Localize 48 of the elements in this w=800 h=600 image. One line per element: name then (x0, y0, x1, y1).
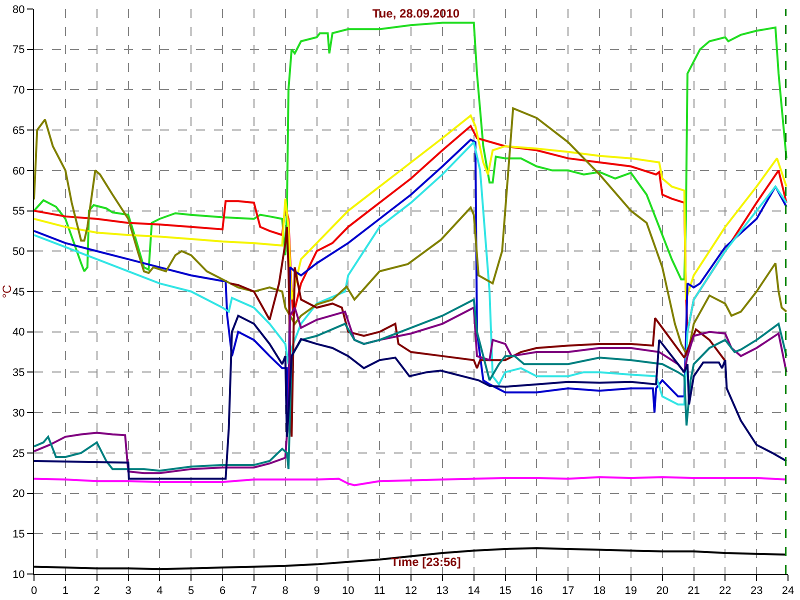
line-series (229, 226, 726, 438)
x-tick-label: 1 (62, 585, 68, 598)
y-tick-label: 80 (12, 4, 25, 16)
line-series (34, 22, 788, 280)
y-tick-label: 75 (12, 44, 25, 56)
y-axis-title: °C (0, 284, 14, 298)
line-series (34, 107, 788, 358)
y-tick-label: 40 (12, 326, 25, 339)
x-tick-label: 0 (30, 585, 38, 598)
x-tick-label: 15 (499, 585, 512, 598)
x-tick-label: 24 (782, 585, 794, 598)
annotation: Time [23:56] (391, 555, 461, 569)
x-tick-label: 19 (624, 585, 638, 598)
y-tick-label: 50 (12, 246, 25, 258)
y-tick-label: 15 (12, 528, 25, 540)
line-series (34, 476, 788, 486)
y-tick-label: 20 (12, 488, 25, 500)
x-tick-label: 7 (250, 585, 257, 598)
y-tick-label: 25 (12, 448, 25, 460)
x-tick-label: 21 (688, 585, 700, 598)
x-tick-label: 8 (282, 585, 288, 598)
x-tick-label: 12 (404, 585, 418, 598)
x-tick-label: 18 (593, 585, 606, 598)
x-tick-label: 23 (750, 585, 763, 598)
line-series (34, 114, 788, 301)
y-tick-label: 55 (12, 206, 25, 218)
x-tick-label: 16 (530, 585, 543, 598)
x-tick-label: 14 (468, 585, 480, 598)
x-tick-label: 3 (125, 585, 132, 598)
x-tick-label: 6 (219, 585, 226, 598)
x-tick-label: 20 (656, 585, 668, 598)
x-tick-label: 11 (374, 585, 386, 598)
y-tick-label: 35 (12, 367, 25, 380)
y-tick-label: 45 (12, 286, 25, 298)
x-tick-label: 17 (562, 585, 574, 598)
x-tick-label: 10 (342, 585, 354, 598)
x-tick-label: 4 (156, 585, 163, 598)
y-tick-label: 60 (12, 165, 25, 178)
y-tick-label: 70 (12, 84, 25, 97)
y-tick-label: 65 (12, 124, 25, 137)
y-tick-label: 30 (12, 407, 25, 420)
x-tick-label: 5 (188, 585, 194, 598)
x-tick-label: 22 (719, 585, 732, 598)
x-tick-label: 13 (436, 585, 449, 598)
chart-title: Tue, 28.09.2010 (372, 6, 460, 20)
y-tick-label: 10 (12, 568, 25, 581)
x-tick-label: 2 (94, 585, 100, 598)
x-tick-label: 9 (314, 585, 320, 598)
